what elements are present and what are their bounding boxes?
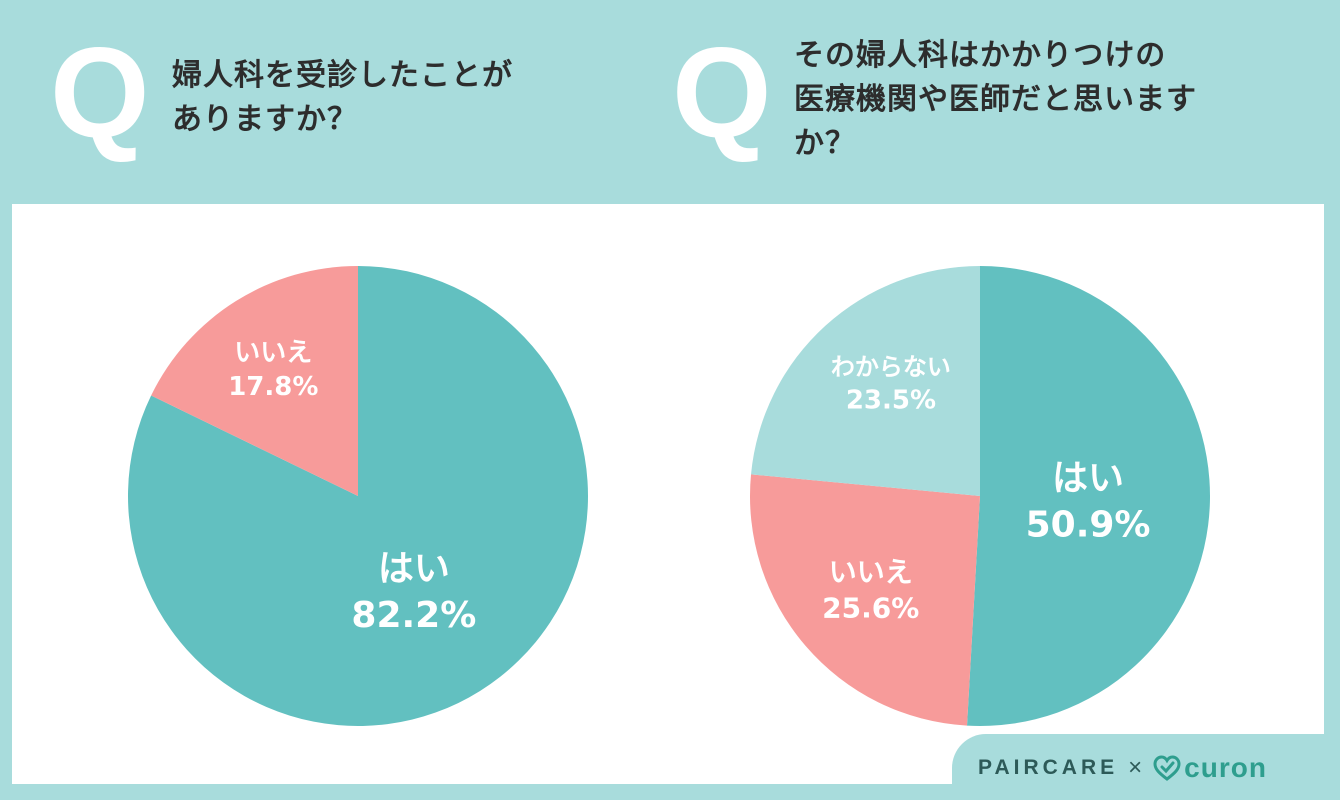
- pie-1-value-label-1: 82.2%: [351, 595, 476, 636]
- paircare-logo: PAIRCARE: [978, 756, 1119, 779]
- question-1: Q 婦人科を受診したことが ありますか？: [50, 30, 650, 180]
- question-2-line-1: その婦人科はかかりつけの: [794, 38, 1167, 73]
- question-2: Q その婦人科はかかりつけの 医療機関や医師だと思います か？: [672, 30, 1322, 180]
- pie-2-slice-1: [967, 266, 1211, 727]
- curon-logo: curon: [1152, 752, 1267, 784]
- question-1-line-1: 婦人科を受診したことが: [172, 58, 513, 93]
- pie-2-value-label-2: 25.6%: [822, 592, 919, 625]
- question-2-text: その婦人科はかかりつけの 医療機関や医師だと思います か？: [794, 34, 1314, 166]
- heart-icon: [1153, 755, 1181, 781]
- pie-charts: はい 82.2% いいえ 17.8% はい 50.9% いいえ 25.6% わからない 23.5%: [128, 266, 1211, 727]
- pie-1-value-label-2: 17.8%: [228, 372, 318, 402]
- pie-2-category-label-2: いいえ: [829, 555, 913, 588]
- pie-2-category-label-1: はい: [1052, 458, 1124, 499]
- pie-2-slice-2: [749, 474, 980, 726]
- pie-1-slice-1: [128, 266, 589, 726]
- brand-logos: PAIRCARE × curon: [978, 750, 1267, 786]
- curon-wordmark: curon: [1184, 752, 1267, 783]
- question-1-line-2: ありますか？: [172, 102, 358, 137]
- pie-2-value-label-1: 50.9%: [1026, 505, 1151, 546]
- pie-2-slice-3: [751, 266, 980, 496]
- collab-separator: ×: [1128, 754, 1143, 781]
- chart-panel: はい 82.2% いいえ 17.8% はい 50.9% いいえ 25.6% わからない 23.5%: [12, 204, 1324, 784]
- question-1-text: 婦人科を受診したことが ありますか？: [172, 54, 642, 142]
- question-2-line-2: 医療機関や医師だと思います: [794, 82, 1197, 117]
- pie-1-slice-2: [151, 266, 358, 496]
- pie-2-value-label-3: 23.5%: [846, 386, 936, 416]
- pie-2-category-label-3: わからない: [831, 353, 951, 381]
- pie-1-category-label-1: はい: [378, 548, 450, 589]
- question-2-mark: Q: [672, 22, 772, 165]
- question-2-line-3: か？: [794, 126, 856, 161]
- footer-brand-tab: PAIRCARE × curon: [952, 734, 1340, 800]
- pie-1-category-label-2: いいえ: [234, 338, 312, 368]
- question-1-mark: Q: [50, 22, 150, 165]
